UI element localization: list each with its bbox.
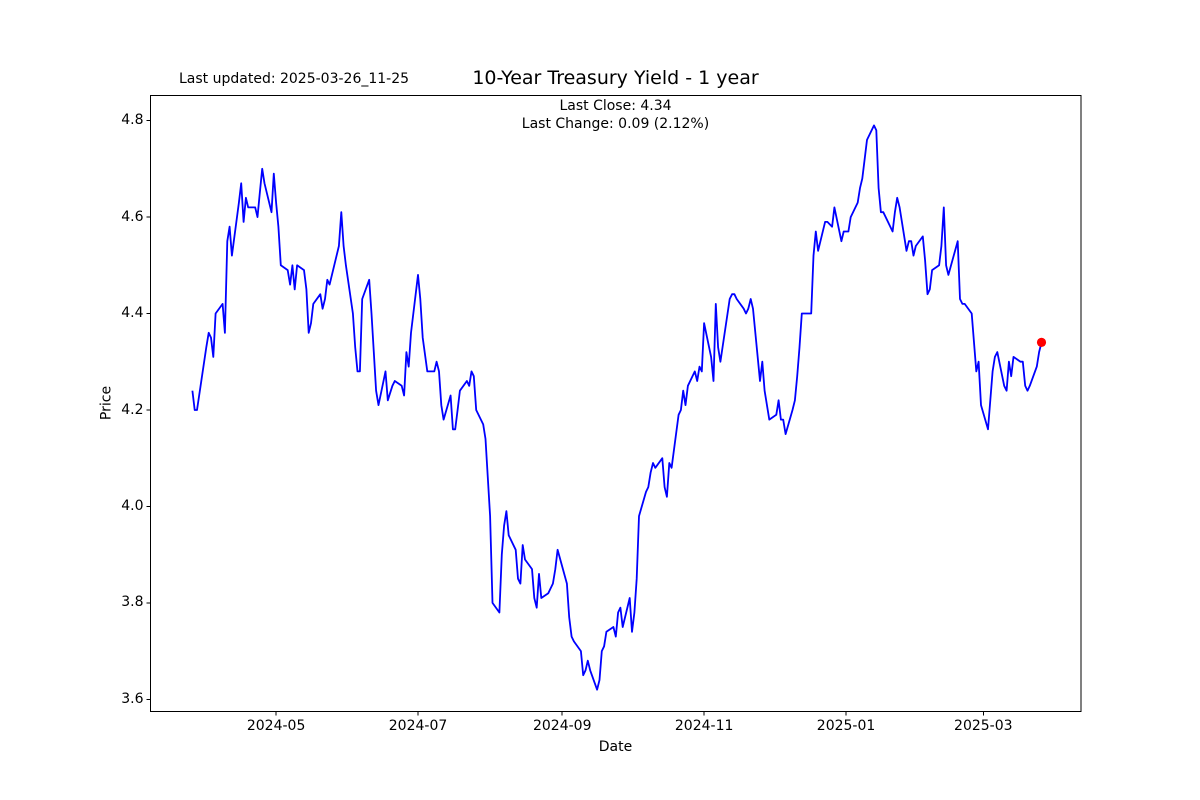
price-line [191, 124, 1043, 691]
y-tick-label: 3.8 [121, 594, 144, 611]
x-tick-label: 2024-05 [246, 718, 306, 734]
x-tick-label: 2024-11 [674, 718, 734, 734]
axes-frame [150, 94, 1082, 713]
y-tick-label: 4.6 [121, 208, 144, 225]
x-tick-label: 2025-03 [954, 718, 1013, 734]
last-close-marker [1036, 337, 1047, 347]
y-axis-label: Price [98, 385, 115, 421]
last-updated-text: Last updated: 2025-03-26_11-25 [179, 71, 410, 87]
y-tick-label: 4.0 [121, 497, 144, 514]
x-tick-label: 2024-07 [388, 718, 448, 734]
x-tick-label: 2025-01 [816, 718, 876, 734]
y-tick-label: 4.8 [121, 112, 144, 129]
y-tick-label: 4.4 [121, 305, 144, 321]
x-axis-label: Date [598, 739, 633, 755]
last-close-text: Last Close: 4.34 [559, 98, 672, 114]
last-change-text: Last Change: 0.09 (2.12%) [521, 115, 710, 132]
y-tick-label: 3.6 [121, 690, 144, 707]
y-tick-label: 4.2 [121, 401, 144, 418]
annotation-block: Last Close: 4.34 Last Change: 0.09 (2.12… [150, 98, 1081, 133]
chart-title: 10-Year Treasury Yield - 1 year [472, 67, 759, 89]
x-tick-label: 2024-09 [532, 718, 592, 734]
